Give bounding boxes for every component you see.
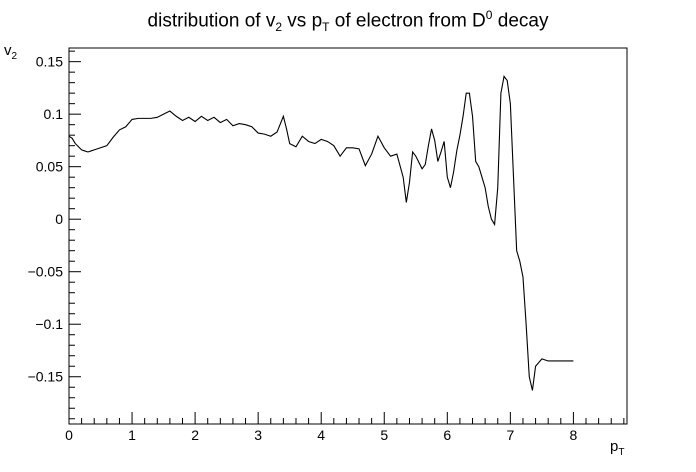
x-tick-label: 8 [570, 427, 578, 443]
x-tick-label: 1 [128, 427, 136, 443]
y-tick-label: −0.15 [28, 369, 64, 385]
x-tick-label: 7 [506, 427, 514, 443]
x-tick-label: 6 [443, 427, 451, 443]
y-axis: −0.15 −0.1 −0.05 0 0.05 0.1 0.15 [28, 50, 81, 420]
x-axis: 0 1 2 3 4 5 6 7 8 [65, 412, 625, 443]
y-tick-label: 0.1 [44, 106, 64, 122]
y-axis-label: v2 [4, 42, 18, 62]
x-tick-label: 4 [317, 427, 325, 443]
x-tick-label: 5 [380, 427, 388, 443]
y-tick-label: 0.05 [36, 159, 63, 175]
y-tick-label: 0.15 [36, 54, 63, 70]
x-tick-label: 2 [191, 427, 199, 443]
chart-title: distribution of v2 vs pT of electron fro… [147, 8, 549, 35]
y-tick-label: −0.05 [28, 264, 64, 280]
y-tick-label: 0 [55, 211, 63, 227]
x-tick-label: 3 [254, 427, 262, 443]
plot-frame [68, 47, 628, 425]
y-tick-label: −0.1 [35, 316, 63, 332]
x-axis-label: pT [610, 438, 625, 458]
series-line [68, 75, 574, 391]
x-tick-label: 0 [65, 427, 73, 443]
